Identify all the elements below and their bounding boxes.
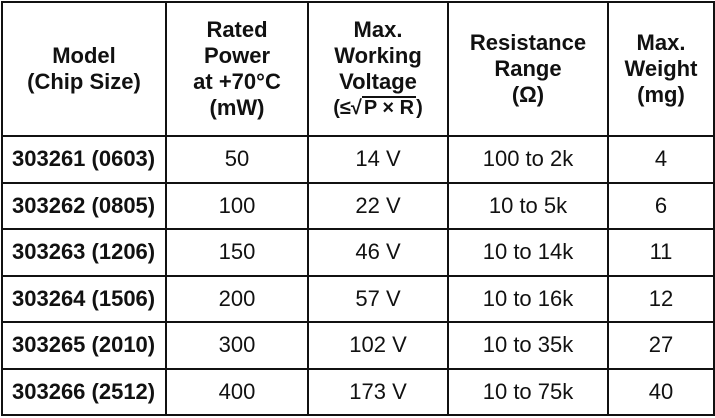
header-line: (Chip Size) — [27, 69, 141, 94]
cell-weight: 6 — [607, 181, 715, 230]
table-row: 303266 (2512) 400 173 V 10 to 75k 40 — [1, 367, 715, 416]
cell-weight: 12 — [607, 274, 715, 323]
cell-model: 303266 (2512) — [1, 367, 167, 416]
cell-model: 303261 (0603) — [1, 135, 167, 184]
voltage-formula: (≤√ P × R) — [309, 95, 447, 121]
cell-voltage: 14 V — [307, 135, 449, 184]
table-row: 303265 (2010) 300 102 V 10 to 35k 27 — [1, 321, 715, 370]
header-line: at +70°C — [193, 69, 281, 94]
cell-model: 303262 (0805) — [1, 181, 167, 230]
cell-voltage: 173 V — [307, 367, 449, 416]
header-line: Working — [334, 43, 422, 68]
header-line: (mW) — [209, 95, 265, 120]
header-line: Model — [52, 43, 116, 68]
cell-range: 10 to 5k — [447, 181, 609, 230]
cell-range: 10 to 35k — [447, 321, 609, 370]
header-line: Resistance — [469, 30, 587, 55]
cell-range: 100 to 2k — [447, 135, 609, 184]
header-rated-power: Rated Power at +70°C (mW) — [165, 1, 309, 137]
header-line: (mg) — [637, 82, 685, 107]
cell-voltage: 57 V — [307, 274, 449, 323]
cell-voltage: 102 V — [307, 321, 449, 370]
header-line: (Ω) — [511, 82, 545, 107]
formula-suffix: ) — [416, 97, 423, 119]
header-line: Rated — [206, 17, 268, 42]
cell-power: 50 — [165, 135, 309, 184]
header-max-weight: Max. Weight (mg) — [607, 1, 715, 137]
cell-power: 150 — [165, 228, 309, 277]
cell-range: 10 to 75k — [447, 367, 609, 416]
cell-model: 303263 (1206) — [1, 228, 167, 277]
cell-power: 100 — [165, 181, 309, 230]
header-line: Range — [494, 56, 562, 81]
header-resistance-range: Resistance Range (Ω) — [447, 1, 609, 137]
cell-model: 303264 (1506) — [1, 274, 167, 323]
formula-radicand: P × R — [361, 96, 417, 119]
header-row: Model (Chip Size) Rated Power at +70°C (… — [1, 1, 715, 137]
cell-weight: 40 — [607, 367, 715, 416]
header-line: Voltage — [339, 69, 417, 94]
header-line: Power — [203, 43, 271, 68]
table-row: 303262 (0805) 100 22 V 10 to 5k 6 — [1, 181, 715, 230]
cell-power: 200 — [165, 274, 309, 323]
cell-weight: 4 — [607, 135, 715, 184]
header-line: Max. — [353, 17, 403, 42]
cell-range: 10 to 14k — [447, 228, 609, 277]
cell-power: 400 — [165, 367, 309, 416]
cell-range: 10 to 16k — [447, 274, 609, 323]
cell-weight: 11 — [607, 228, 715, 277]
table-row: 303264 (1506) 200 57 V 10 to 16k 12 — [1, 274, 715, 323]
table-row: 303263 (1206) 150 46 V 10 to 14k 11 — [1, 228, 715, 277]
cell-voltage: 46 V — [307, 228, 449, 277]
cell-weight: 27 — [607, 321, 715, 370]
header-model: Model (Chip Size) — [1, 1, 167, 137]
header-line: Max. — [636, 30, 686, 55]
cell-power: 300 — [165, 321, 309, 370]
header-line: Weight — [624, 56, 698, 81]
table-row: 303261 (0603) 50 14 V 100 to 2k 4 — [1, 135, 715, 184]
cell-voltage: 22 V — [307, 181, 449, 230]
header-max-voltage: Max. Working Voltage (≤√ P × R) — [307, 1, 449, 137]
cell-model: 303265 (2010) — [1, 321, 167, 370]
formula-prefix: (≤√ — [333, 97, 362, 119]
